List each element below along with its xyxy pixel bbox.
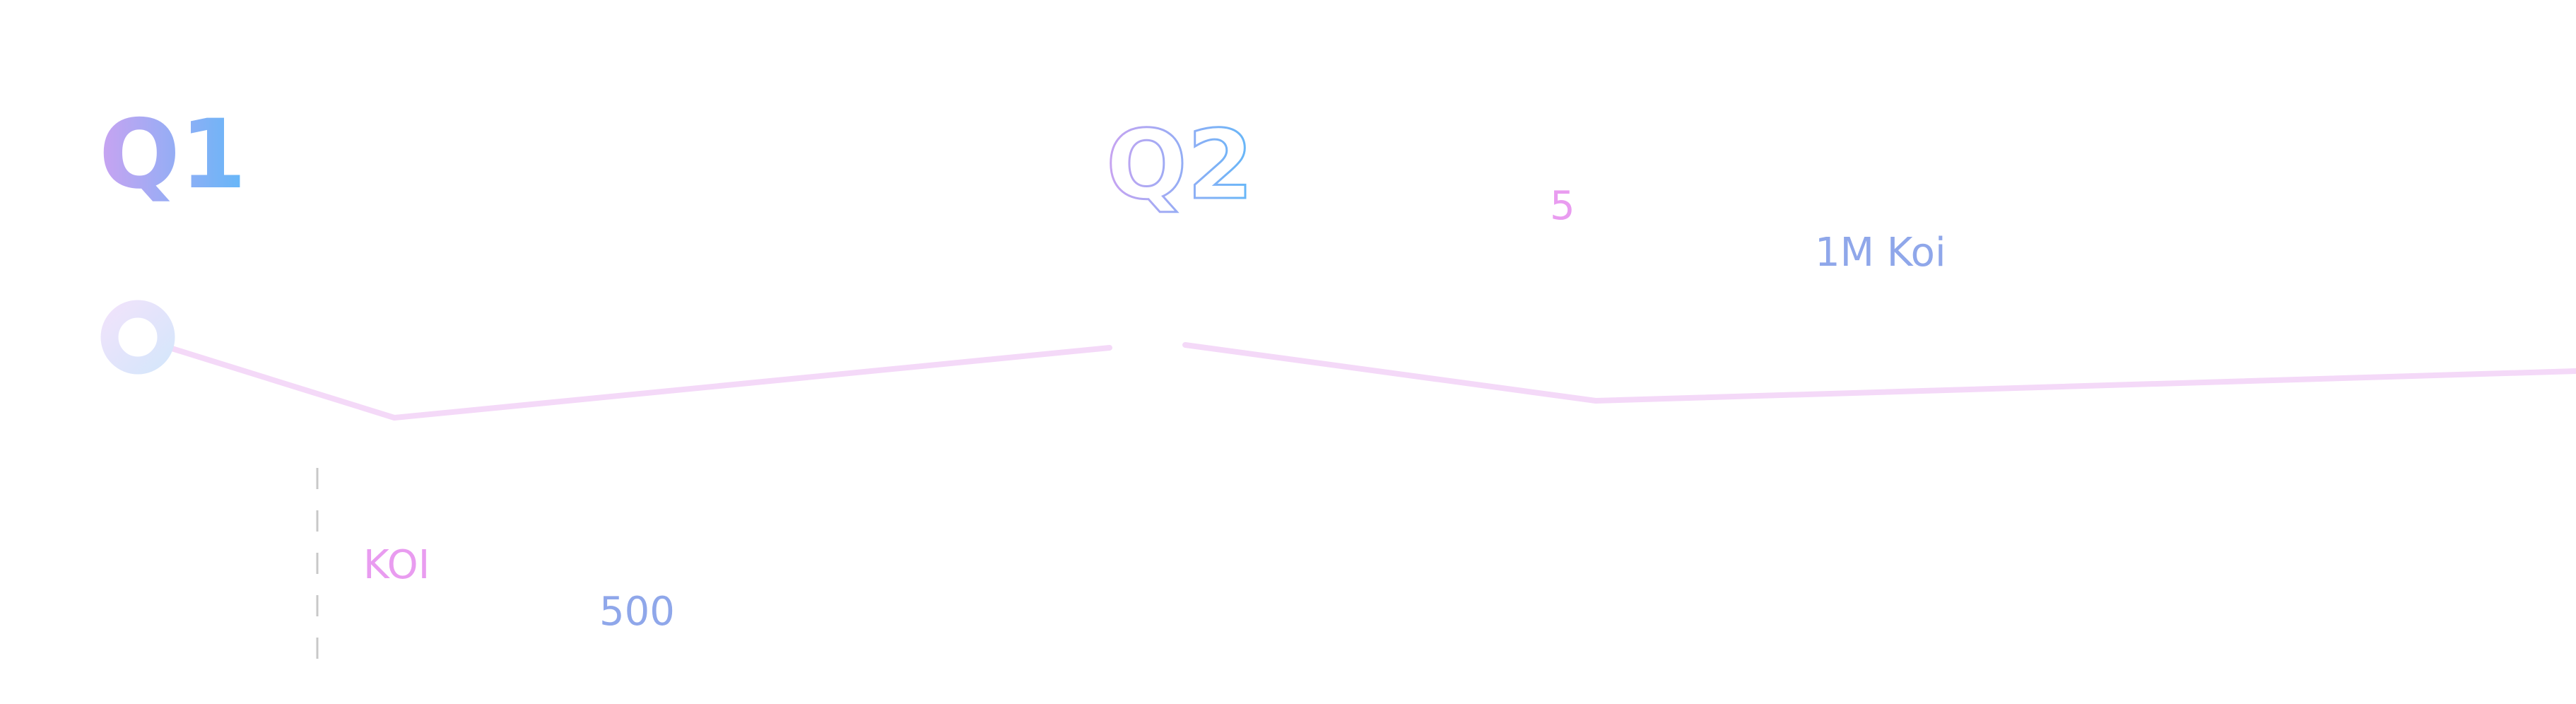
timeline-line-segment bbox=[1182, 342, 2576, 404]
q2-value-label: 5 bbox=[1550, 183, 1575, 229]
q2-unit-label: 1M Koi bbox=[1815, 230, 1946, 276]
q1-heading: Q1 bbox=[99, 99, 247, 210]
q1-unit-label: KOI bbox=[363, 542, 430, 588]
q2-heading: Q2 bbox=[1106, 110, 1254, 221]
timeline-line-segment bbox=[167, 345, 1112, 421]
q1-value-label: 500 bbox=[599, 589, 675, 635]
q1-marker bbox=[100, 300, 175, 375]
